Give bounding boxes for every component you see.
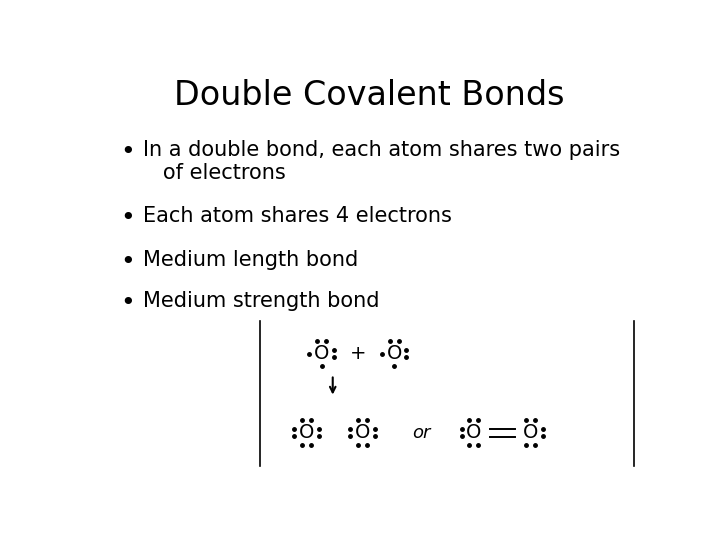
Text: •: •: [121, 292, 135, 315]
Text: O: O: [314, 345, 329, 363]
Text: In a double bond, each atom shares two pairs
   of electrons: In a double bond, each atom shares two p…: [143, 140, 620, 183]
Text: Double Covalent Bonds: Double Covalent Bonds: [174, 79, 564, 112]
Text: O: O: [467, 423, 482, 442]
Text: O: O: [299, 423, 314, 442]
Text: or: or: [412, 424, 430, 442]
Text: O: O: [387, 345, 402, 363]
Text: Each atom shares 4 electrons: Each atom shares 4 electrons: [143, 206, 452, 226]
Text: O: O: [355, 423, 370, 442]
Text: •: •: [121, 206, 135, 230]
Text: Medium length bond: Medium length bond: [143, 250, 359, 270]
Text: O: O: [523, 423, 539, 442]
Text: •: •: [121, 250, 135, 274]
Text: •: •: [121, 140, 135, 164]
Text: +: +: [350, 345, 366, 363]
Text: Medium strength bond: Medium strength bond: [143, 292, 379, 312]
